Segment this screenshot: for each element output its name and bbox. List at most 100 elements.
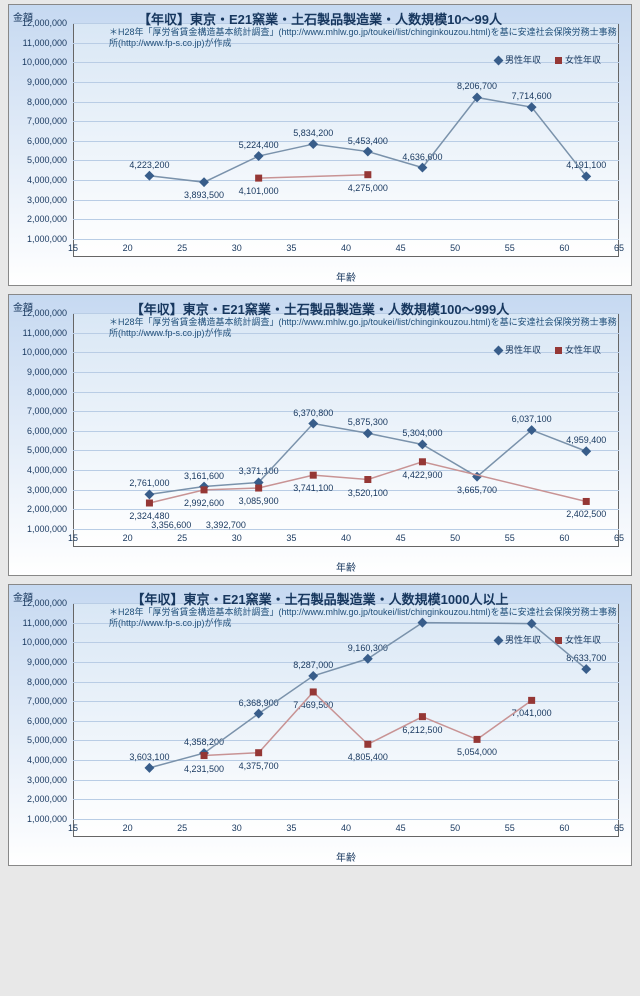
source-note: ＊H28年「厚労省賃金構造基本統計調査」(http://www.mhlw.go.… (109, 607, 619, 629)
x-tick-label: 65 (614, 533, 624, 543)
diamond-icon (494, 346, 504, 356)
data-label: 3,741,100 (293, 483, 333, 493)
x-axis-label: 年齢 (336, 269, 356, 284)
y-tick-label: 6,000,000 (7, 716, 67, 726)
y-tick-label: 7,000,000 (7, 116, 67, 126)
data-label: 5,834,200 (293, 128, 333, 138)
legend-male-label: 男性年収 (505, 635, 541, 645)
source-note: ＊H28年「厚労省賃金構造基本統計調査」(http://www.mhlw.go.… (109, 317, 619, 339)
x-tick-label: 45 (396, 533, 406, 543)
y-tick-label: 10,000,000 (7, 347, 67, 357)
legend-female-label: 女性年収 (565, 635, 601, 645)
x-tick-label: 35 (286, 823, 296, 833)
x-tick-label: 35 (286, 243, 296, 253)
y-tick-label: 6,000,000 (7, 136, 67, 146)
x-tick-label: 15 (68, 533, 78, 543)
x-axis-label: 年齢 (336, 559, 356, 574)
square-icon (555, 637, 562, 644)
y-axis-label: 金額 (13, 299, 33, 314)
x-tick-label: 55 (505, 243, 515, 253)
legend-female-label: 女性年収 (565, 55, 601, 65)
x-tick-label: 55 (505, 823, 515, 833)
x-tick-label: 20 (123, 823, 133, 833)
source-note: ＊H28年「厚労省賃金構造基本統計調査」(http://www.mhlw.go.… (109, 27, 619, 49)
y-tick-label: 4,000,000 (7, 175, 67, 185)
data-label: 3,603,100 (129, 752, 169, 762)
y-tick-label: 1,000,000 (7, 814, 67, 824)
data-label: 9,160,300 (348, 643, 388, 653)
data-label: 4,422,900 (402, 470, 442, 480)
legend: 男性年収 女性年収 (481, 343, 601, 356)
data-label: 3,356,600 (151, 520, 191, 530)
legend-male-label: 男性年収 (505, 345, 541, 355)
y-tick-label: 9,000,000 (7, 367, 67, 377)
data-label: 5,224,400 (239, 140, 279, 150)
data-label: 4,805,400 (348, 752, 388, 762)
data-label: 4,231,500 (184, 764, 224, 774)
y-tick-label: 1,000,000 (7, 234, 67, 244)
data-label: 4,275,000 (348, 183, 388, 193)
x-tick-label: 35 (286, 533, 296, 543)
data-label: 7,041,000 (512, 708, 552, 718)
x-tick-label: 45 (396, 243, 406, 253)
legend: 男性年収女性年収 (481, 53, 601, 66)
legend-female-label: 女性年収 (565, 345, 601, 355)
data-label: 8,633,700 (566, 653, 606, 663)
data-label: 6,370,800 (293, 408, 333, 418)
data-label: 2,761,000 (129, 478, 169, 488)
x-tick-label: 45 (396, 823, 406, 833)
y-tick-label: 6,000,000 (7, 426, 67, 436)
x-tick-label: 40 (341, 533, 351, 543)
y-tick-label: 4,000,000 (7, 755, 67, 765)
y-axis-label: 金額 (13, 589, 33, 604)
data-label: 7,714,600 (512, 91, 552, 101)
diamond-icon (494, 636, 504, 646)
x-axis-label: 年齢 (336, 849, 356, 864)
data-label: 3,161,600 (184, 471, 224, 481)
x-tick-label: 20 (123, 533, 133, 543)
data-label: 3,520,100 (348, 488, 388, 498)
y-tick-label: 10,000,000 (7, 637, 67, 647)
y-tick-label: 7,000,000 (7, 406, 67, 416)
data-label: 3,665,700 (457, 485, 497, 495)
x-tick-label: 65 (614, 243, 624, 253)
data-label: 6,212,500 (402, 725, 442, 735)
data-label: 5,875,300 (348, 417, 388, 427)
x-tick-label: 25 (177, 533, 187, 543)
data-label: 3,893,500 (184, 190, 224, 200)
data-label: 5,054,000 (457, 747, 497, 757)
data-label: 6,037,100 (512, 414, 552, 424)
x-tick-label: 60 (559, 243, 569, 253)
data-label: 7,469,500 (293, 700, 333, 710)
x-tick-label: 65 (614, 823, 624, 833)
data-label: 4,358,200 (184, 737, 224, 747)
x-tick-label: 25 (177, 823, 187, 833)
y-axis-label: 金額 (13, 9, 33, 24)
y-tick-label: 2,000,000 (7, 214, 67, 224)
x-tick-label: 50 (450, 243, 460, 253)
y-tick-label: 4,000,000 (7, 465, 67, 475)
y-tick-label: 9,000,000 (7, 657, 67, 667)
x-tick-label: 15 (68, 823, 78, 833)
y-tick-label: 11,000,000 (7, 38, 67, 48)
data-label: 4,959,400 (566, 435, 606, 445)
x-tick-label: 50 (450, 533, 460, 543)
y-tick-label: 3,000,000 (7, 775, 67, 785)
data-label: 2,992,600 (184, 498, 224, 508)
x-tick-label: 20 (123, 243, 133, 253)
data-label: 4,375,700 (239, 761, 279, 771)
chart-panel: 1,000,0002,000,0003,000,0004,000,0005,00… (8, 4, 632, 286)
square-icon (555, 347, 562, 354)
y-tick-label: 1,000,000 (7, 524, 67, 534)
data-label: 3,085,900 (239, 496, 279, 506)
x-tick-label: 60 (559, 823, 569, 833)
x-tick-label: 60 (559, 533, 569, 543)
data-label: 5,453,400 (348, 136, 388, 146)
x-tick-label: 30 (232, 533, 242, 543)
x-tick-label: 25 (177, 243, 187, 253)
chart-panel: 1,000,0002,000,0003,000,0004,000,0005,00… (8, 294, 632, 576)
y-tick-label: 8,000,000 (7, 97, 67, 107)
chart-title: 【年収】東京・E21窯業・土石製品製造業・人数規模10～99人 (9, 9, 631, 28)
x-tick-label: 40 (341, 823, 351, 833)
data-label: 3,371,100 (239, 466, 279, 476)
